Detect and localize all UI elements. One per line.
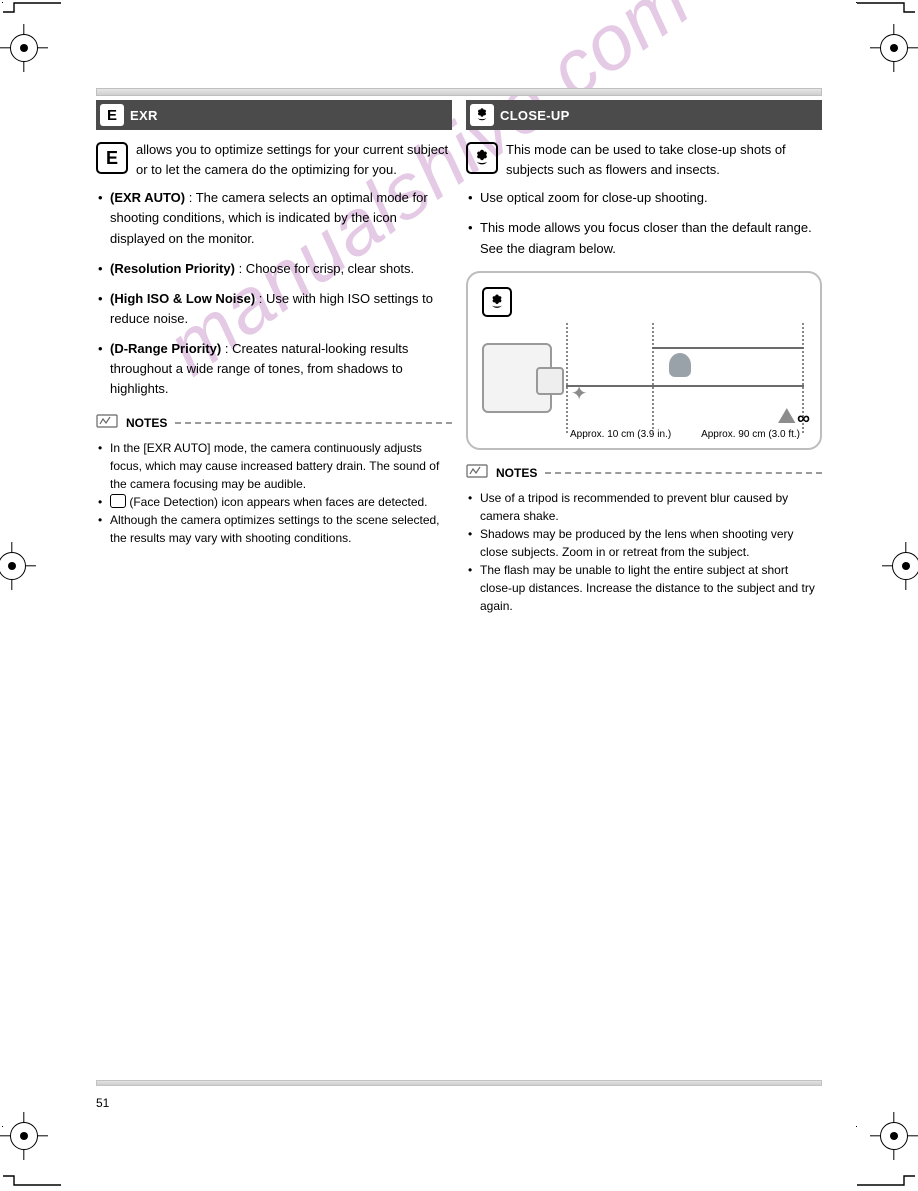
flower-icon xyxy=(466,142,498,174)
note-l3: Although the camera optimizes settings t… xyxy=(96,511,452,547)
exr-options: (EXR AUTO) : The camera selects an optim… xyxy=(96,188,452,399)
closeup-b1: Use optical zoom for close-up shooting. xyxy=(466,188,822,208)
exr-intro-row: E allows you to optimize settings for yo… xyxy=(96,140,452,180)
exr-opt4-title: (D-Range Priority) xyxy=(110,341,221,356)
exr-opt2-title: (Resolution Priority) xyxy=(110,261,235,276)
macro-range-diagram: ✦ ⛰ ∞ Approx. 10 cm (3.9 in.) Approx. 90… xyxy=(466,271,822,450)
notes-title-right: NOTES xyxy=(496,466,537,480)
range-lines: ✦ ⛰ ∞ xyxy=(566,323,806,433)
exr-opt1-title: (EXR AUTO) xyxy=(110,190,185,205)
closeup-intro-row: This mode can be used to take close-up s… xyxy=(466,140,822,180)
registration-mark xyxy=(888,548,918,584)
column-left: E EXR E allows you to optimize settings … xyxy=(96,100,452,615)
top-divider xyxy=(96,88,822,96)
diagram-macro-icon xyxy=(482,287,512,317)
closeup-intro-text: This mode can be used to take close-up s… xyxy=(506,140,822,180)
closeup-b2: This mode allows you focus closer than t… xyxy=(466,218,822,258)
notes-right: Use of a tripod is recommended to preven… xyxy=(466,489,822,615)
registration-mark xyxy=(6,30,42,66)
notes-separator-left: NOTES xyxy=(96,414,452,433)
note-l2: (Face Detection) icon appears when faces… xyxy=(96,493,452,511)
header-closeup: CLOSE-UP xyxy=(466,100,822,130)
notes-left: In the [EXR AUTO] mode, the camera conti… xyxy=(96,439,452,547)
note-r3: The flash may be unable to light the ent… xyxy=(466,561,822,615)
header-exr: E EXR xyxy=(96,100,452,130)
notes-title-left: NOTES xyxy=(126,416,167,430)
exr-option-1: (EXR AUTO) : The camera selects an optim… xyxy=(96,188,452,248)
notes-separator-right: NOTES xyxy=(466,464,822,483)
face-detection-icon xyxy=(110,494,126,508)
note-r2: Shadows may be produced by the lens when… xyxy=(466,525,822,561)
exr-option-2: (Resolution Priority) : Choose for crisp… xyxy=(96,259,452,279)
infinity-symbol: ∞ xyxy=(797,408,810,429)
star-icon: ✦ xyxy=(571,381,588,406)
registration-mark xyxy=(6,1118,42,1154)
bottom-divider xyxy=(96,1080,822,1086)
closeup-bullets: Use optical zoom for close-up shooting. … xyxy=(466,188,822,258)
camera-icon xyxy=(482,343,552,413)
exr-opt3-title: (High ISO & Low Noise) xyxy=(110,291,255,306)
note-icon xyxy=(96,414,118,433)
exr-option-4: (D-Range Priority) : Creates natural-loo… xyxy=(96,339,452,399)
registration-mark xyxy=(876,30,912,66)
header-closeup-text: CLOSE-UP xyxy=(500,108,570,123)
exr-intro-text: allows you to optimize settings for your… xyxy=(136,140,452,180)
exr-badge-icon: E xyxy=(100,104,124,126)
page-content: E EXR E allows you to optimize settings … xyxy=(96,88,822,615)
registration-mark xyxy=(876,1118,912,1154)
header-exr-text: EXR xyxy=(130,108,158,123)
note-l1: In the [EXR AUTO] mode, the camera conti… xyxy=(96,439,452,493)
note-icon xyxy=(466,464,488,483)
column-right: CLOSE-UP This mode can be used to take c… xyxy=(466,100,822,615)
note-r1: Use of a tripod is recommended to preven… xyxy=(466,489,822,525)
flower-badge-icon xyxy=(470,104,494,126)
registration-mark xyxy=(0,548,30,584)
exr-opt2-desc: : Choose for crisp, clear shots. xyxy=(239,261,415,276)
mountain-icon: ⛰ xyxy=(778,403,796,429)
page-number: 51 xyxy=(96,1096,109,1110)
exr-option-3: (High ISO & Low Noise) : Use with high I… xyxy=(96,289,452,329)
person-icon xyxy=(669,353,691,377)
exr-e-icon: E xyxy=(96,142,128,174)
